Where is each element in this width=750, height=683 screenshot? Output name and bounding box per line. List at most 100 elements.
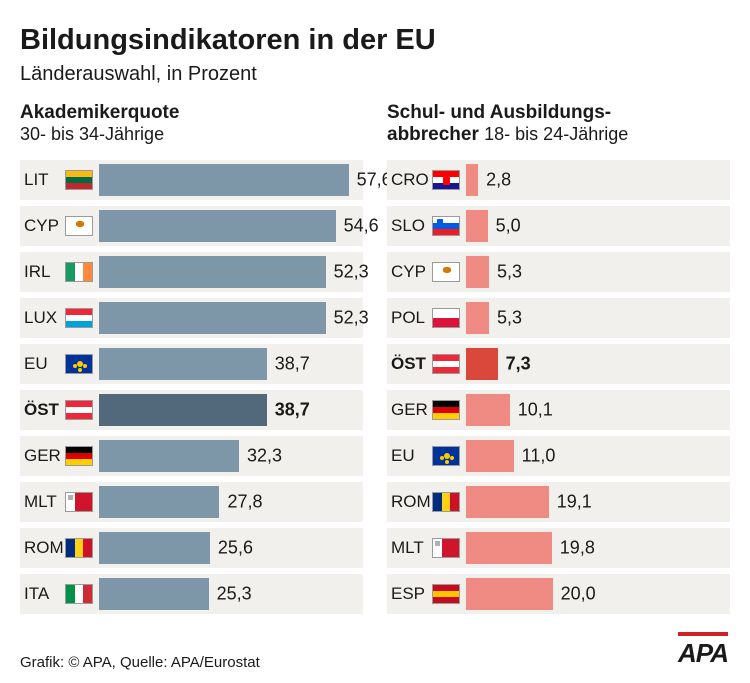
- value-label: 25,6: [218, 538, 253, 559]
- bar-track: 54,6: [99, 210, 359, 242]
- bar: [99, 578, 209, 610]
- table-row: GER10,1: [387, 390, 730, 430]
- left-heading: Akademikerquote: [20, 102, 179, 123]
- left-sub: 30- bis 34-Jährige: [20, 124, 164, 144]
- bar: [466, 348, 498, 380]
- footer-credit: Grafik: © APA, Quelle: APA/Eurostat: [20, 654, 260, 671]
- irl-flag-icon: [65, 262, 93, 282]
- bar-track: 52,3: [99, 256, 359, 288]
- columns-wrap: Akademikerquote 30- bis 34-Jährige LIT57…: [20, 102, 730, 620]
- country-code: EU: [387, 446, 432, 466]
- bar: [99, 486, 219, 518]
- country-code: LIT: [20, 170, 65, 190]
- country-code: ESP: [387, 584, 432, 604]
- bar: [99, 210, 336, 242]
- value-label: 20,0: [561, 584, 596, 605]
- table-row: EU 11,0: [387, 436, 730, 476]
- value-label: 2,8: [486, 170, 511, 191]
- value-label: 52,3: [334, 308, 369, 329]
- country-code: GER: [20, 446, 65, 466]
- table-row: ÖST38,7: [20, 390, 363, 430]
- right-heading-line2: abbrecher: [387, 124, 484, 145]
- bar-track: 20,0: [466, 578, 726, 610]
- right-heading: Schul- und Ausbildungs-abbrecher 18- bis…: [387, 102, 628, 145]
- value-label: 19,8: [560, 538, 595, 559]
- bar: [99, 440, 239, 472]
- bar: [466, 486, 549, 518]
- country-code: CYP: [20, 216, 65, 236]
- value-label: 38,7: [275, 400, 310, 421]
- table-row: POL5,3: [387, 298, 730, 338]
- bar-track: 38,7: [99, 348, 359, 380]
- country-code: LUX: [20, 308, 65, 328]
- cyp-flag-icon: [432, 262, 460, 282]
- table-row: LIT57,6: [20, 160, 363, 200]
- eu-flag-icon: [65, 354, 93, 374]
- bar-track: 25,3: [99, 578, 359, 610]
- table-row: ESP 20,0: [387, 574, 730, 614]
- bar: [466, 440, 514, 472]
- bar-track: 32,3: [99, 440, 359, 472]
- table-row: SLO5,0: [387, 206, 730, 246]
- page-subtitle: Länderauswahl, in Prozent: [20, 63, 730, 86]
- country-code: ÖST: [387, 354, 432, 374]
- bar-track: 11,0: [466, 440, 726, 472]
- logo-bar: [678, 632, 728, 636]
- bar-track: 2,8: [466, 164, 726, 196]
- right-column: Schul- und Ausbildungs-abbrecher 18- bis…: [387, 102, 730, 620]
- ger-flag-icon: [432, 400, 460, 420]
- country-code: ROM: [20, 538, 65, 558]
- rom-flag-icon: [65, 538, 93, 558]
- bar-track: 38,7: [99, 394, 359, 426]
- country-code: CRO: [387, 170, 432, 190]
- value-label: 10,1: [518, 400, 553, 421]
- bar-track: 19,8: [466, 532, 726, 564]
- value-label: 27,8: [227, 492, 262, 513]
- country-code: MLT: [20, 492, 65, 512]
- bar: [99, 348, 267, 380]
- ost-flag-icon: [65, 400, 93, 420]
- cyp-flag-icon: [65, 216, 93, 236]
- ost-flag-icon: [432, 354, 460, 374]
- mlt-flag-icon: [432, 538, 460, 558]
- right-head-block: Schul- und Ausbildungs-abbrecher 18- bis…: [387, 102, 730, 150]
- value-label: 52,3: [334, 262, 369, 283]
- table-row: ITA 25,3: [20, 574, 363, 614]
- table-row: CYP5,3: [387, 252, 730, 292]
- table-row: MLT 27,8: [20, 482, 363, 522]
- bar: [99, 302, 326, 334]
- right-rows: CRO 2,8 SLO5,0 CYP5,3 POL5,3 ÖST 7,3 GER10,1 EU 1…: [387, 160, 730, 614]
- table-row: ÖST 7,3: [387, 344, 730, 384]
- value-label: 32,3: [247, 446, 282, 467]
- table-row: GER 32,3: [20, 436, 363, 476]
- bar: [466, 578, 553, 610]
- bar-track: 7,3: [466, 348, 726, 380]
- country-code: IRL: [20, 262, 65, 282]
- slo-flag-icon: [432, 216, 460, 236]
- country-code: POL: [387, 308, 432, 328]
- bar-track: 5,0: [466, 210, 726, 242]
- esp-flag-icon: [432, 584, 460, 604]
- left-rows: LIT57,6 CYP 54,6 IRL 52,3 LUX52,3 EU38,7 ÖST38,…: [20, 160, 363, 614]
- pol-flag-icon: [432, 308, 460, 328]
- table-row: EU38,7: [20, 344, 363, 384]
- bar-track: 10,1: [466, 394, 726, 426]
- bar-track: 27,8: [99, 486, 359, 518]
- right-sub: 18- bis 24-Jährige: [484, 124, 628, 144]
- bar-track: 19,1: [466, 486, 726, 518]
- table-row: IRL 52,3: [20, 252, 363, 292]
- lit-flag-icon: [65, 170, 93, 190]
- value-label: 25,3: [217, 584, 252, 605]
- logo-text: APA: [678, 638, 728, 668]
- bar: [99, 532, 210, 564]
- country-code: ROM: [387, 492, 432, 512]
- country-code: ITA: [20, 584, 65, 604]
- bar: [99, 394, 267, 426]
- table-row: MLT19,8: [387, 528, 730, 568]
- value-label: 19,1: [557, 492, 592, 513]
- ita-flag-icon: [65, 584, 93, 604]
- table-row: LUX52,3: [20, 298, 363, 338]
- bar: [466, 302, 489, 334]
- table-row: ROM 25,6: [20, 528, 363, 568]
- bar: [99, 256, 326, 288]
